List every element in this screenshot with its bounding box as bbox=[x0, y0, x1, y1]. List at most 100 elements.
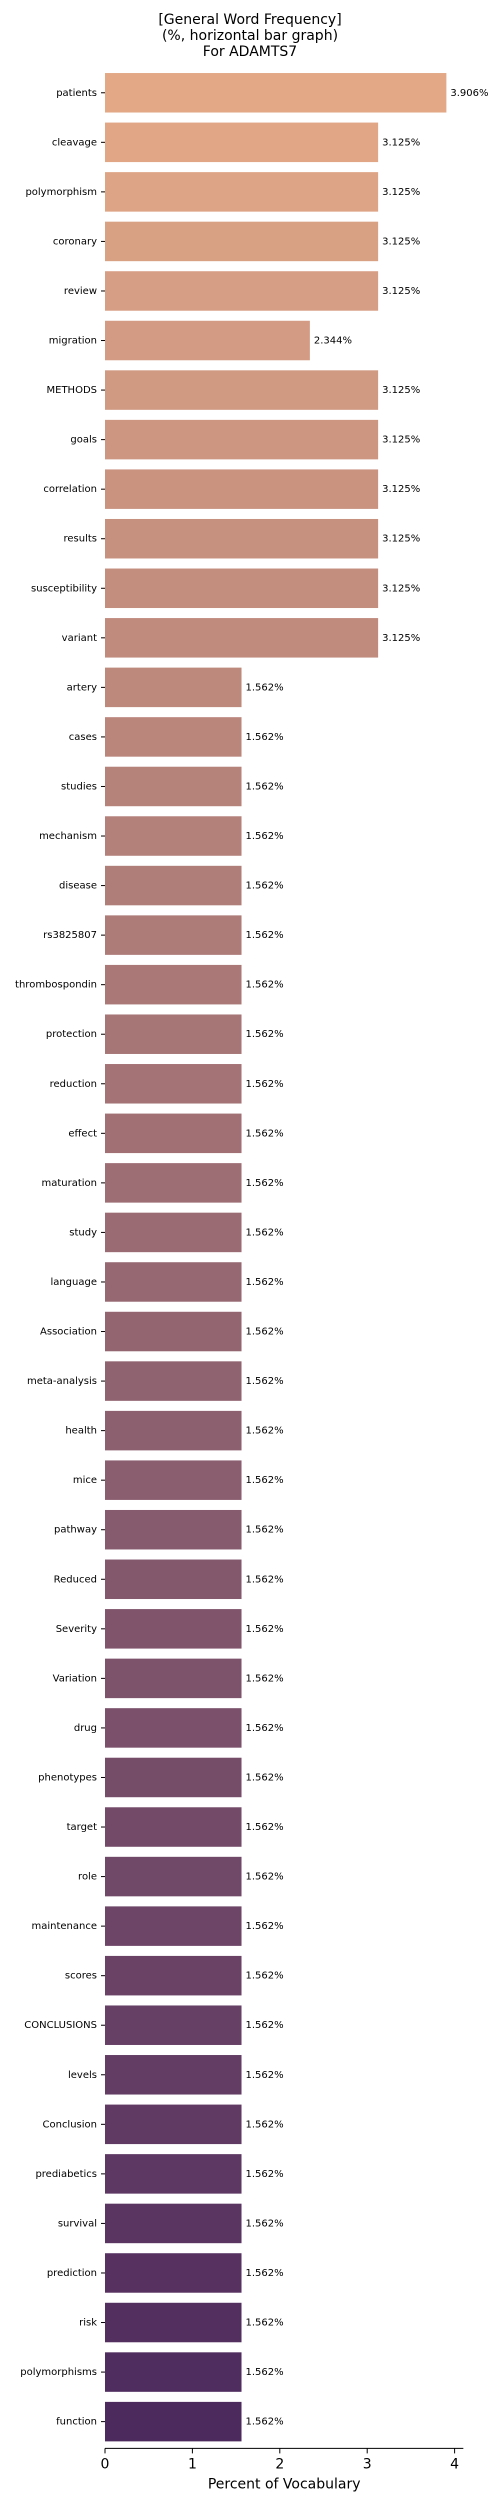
category-label: effect bbox=[68, 1128, 97, 1139]
category-label: cleavage bbox=[52, 137, 97, 148]
bar-study bbox=[105, 1212, 242, 1253]
value-label: 1.562% bbox=[246, 1525, 284, 1536]
bar-susceptibility bbox=[105, 568, 379, 609]
bar-meta-analysis bbox=[105, 1361, 242, 1401]
bar-risk bbox=[105, 2302, 242, 2343]
value-label: 1.562% bbox=[246, 1277, 284, 1288]
category-label: correlation bbox=[43, 484, 97, 495]
category-label: review bbox=[64, 286, 97, 297]
category-label: mice bbox=[73, 1475, 97, 1486]
category-label: language bbox=[50, 1277, 97, 1288]
category-labels: patients cleavage polymorphism coronary revi… bbox=[15, 88, 105, 2428]
bar-thrombospondin bbox=[105, 964, 242, 1005]
value-label: 1.562% bbox=[246, 2169, 284, 2180]
bar-review bbox=[105, 271, 379, 311]
value-label: 1.562% bbox=[246, 1624, 284, 1635]
chart-title: [General Word Frequency] (%, horizontal … bbox=[0, 12, 500, 60]
value-label: 1.562% bbox=[246, 1574, 284, 1585]
category-label: polymorphism bbox=[25, 187, 97, 198]
category-label: Severity bbox=[56, 1624, 97, 1635]
category-label: results bbox=[63, 534, 97, 545]
value-label: 1.562% bbox=[246, 2318, 284, 2329]
bar-Reduced bbox=[105, 1559, 242, 1600]
bar-coronary bbox=[105, 221, 379, 262]
value-label: 1.562% bbox=[246, 1673, 284, 1684]
bars-group bbox=[105, 73, 447, 2442]
value-label: 1.562% bbox=[246, 831, 284, 842]
bar-role bbox=[105, 1856, 242, 1897]
category-label: goals bbox=[70, 435, 97, 446]
value-label: 1.562% bbox=[246, 1227, 284, 1238]
chart-title-line-2: (%, horizontal bar graph) bbox=[161, 28, 339, 44]
category-label: mechanism bbox=[39, 831, 97, 842]
value-label: 3.125% bbox=[382, 236, 420, 247]
value-label: 3.125% bbox=[382, 583, 420, 594]
value-label: 1.562% bbox=[246, 1723, 284, 1734]
category-label: Reduced bbox=[54, 1574, 97, 1585]
value-label: 1.562% bbox=[246, 1872, 284, 1883]
bar-polymorphism bbox=[105, 172, 379, 212]
category-label: prediabetics bbox=[35, 2169, 97, 2180]
x-tick-label: 1 bbox=[188, 2456, 197, 2472]
value-labels: 3.906% 3.125% 3.125% 3.125% 3.125% 2.344% 3.12… bbox=[246, 88, 489, 2428]
value-label: 1.562% bbox=[246, 1921, 284, 1932]
category-label: maintenance bbox=[31, 1921, 97, 1932]
value-label: 3.125% bbox=[382, 633, 420, 644]
category-label: rs3825807 bbox=[43, 930, 97, 941]
value-label: 3.125% bbox=[382, 137, 420, 148]
value-label: 1.562% bbox=[246, 2417, 284, 2428]
value-label: 1.562% bbox=[246, 2268, 284, 2279]
category-label: scores bbox=[65, 1971, 97, 1982]
category-label: protection bbox=[46, 1029, 97, 1040]
category-label: levels bbox=[68, 2070, 97, 2081]
value-label: 1.562% bbox=[246, 2119, 284, 2130]
value-label: 1.562% bbox=[246, 1327, 284, 1338]
x-tick-label: 0 bbox=[101, 2456, 110, 2472]
bar-mice bbox=[105, 1460, 242, 1500]
bar-reduction bbox=[105, 1064, 242, 1104]
category-label: reduction bbox=[50, 1079, 97, 1090]
bar-METHODS bbox=[105, 370, 379, 410]
category-label: function bbox=[56, 2417, 97, 2428]
category-label: Variation bbox=[53, 1673, 97, 1684]
category-label: artery bbox=[67, 682, 97, 693]
value-label: 3.125% bbox=[382, 484, 420, 495]
bar-CONCLUSIONS bbox=[105, 2005, 242, 2045]
value-label: 1.562% bbox=[246, 881, 284, 892]
bar-function bbox=[105, 2401, 242, 2442]
bar-prediction bbox=[105, 2253, 242, 2293]
category-label: studies bbox=[61, 781, 97, 792]
bar-Variation bbox=[105, 1658, 242, 1699]
bar-mechanism bbox=[105, 816, 242, 856]
category-label: survival bbox=[58, 2218, 97, 2229]
value-label: 1.562% bbox=[246, 1772, 284, 1783]
value-label: 1.562% bbox=[246, 1426, 284, 1437]
chart-title-line-3: For ADAMTS7 bbox=[202, 44, 298, 60]
bar-cases bbox=[105, 717, 242, 757]
bar-cleavage bbox=[105, 122, 379, 163]
value-label: 1.562% bbox=[246, 1971, 284, 1982]
bar-patients bbox=[105, 73, 447, 113]
category-label: susceptibility bbox=[31, 583, 97, 594]
value-label: 1.562% bbox=[246, 2020, 284, 2031]
bar-correlation bbox=[105, 469, 379, 509]
value-label: 1.562% bbox=[246, 732, 284, 743]
bar-phenotypes bbox=[105, 1757, 242, 1798]
bar-levels bbox=[105, 2055, 242, 2095]
category-label: Association bbox=[40, 1327, 97, 1338]
value-label: 3.125% bbox=[382, 187, 420, 198]
value-label: 1.562% bbox=[246, 2070, 284, 2081]
bar-health bbox=[105, 1410, 242, 1451]
x-tick-label: 2 bbox=[275, 2456, 284, 2472]
x-tick-label: 3 bbox=[363, 2456, 372, 2472]
value-label: 1.562% bbox=[246, 1079, 284, 1090]
bar-maintenance bbox=[105, 1906, 242, 1946]
value-label: 3.125% bbox=[382, 385, 420, 396]
category-label: disease bbox=[59, 881, 97, 892]
value-label: 1.562% bbox=[246, 781, 284, 792]
bar-Severity bbox=[105, 1609, 242, 1649]
category-label: target bbox=[67, 1822, 97, 1833]
category-label: migration bbox=[49, 336, 97, 347]
x-axis-label: Percent of Vocabulary bbox=[208, 2476, 361, 2492]
